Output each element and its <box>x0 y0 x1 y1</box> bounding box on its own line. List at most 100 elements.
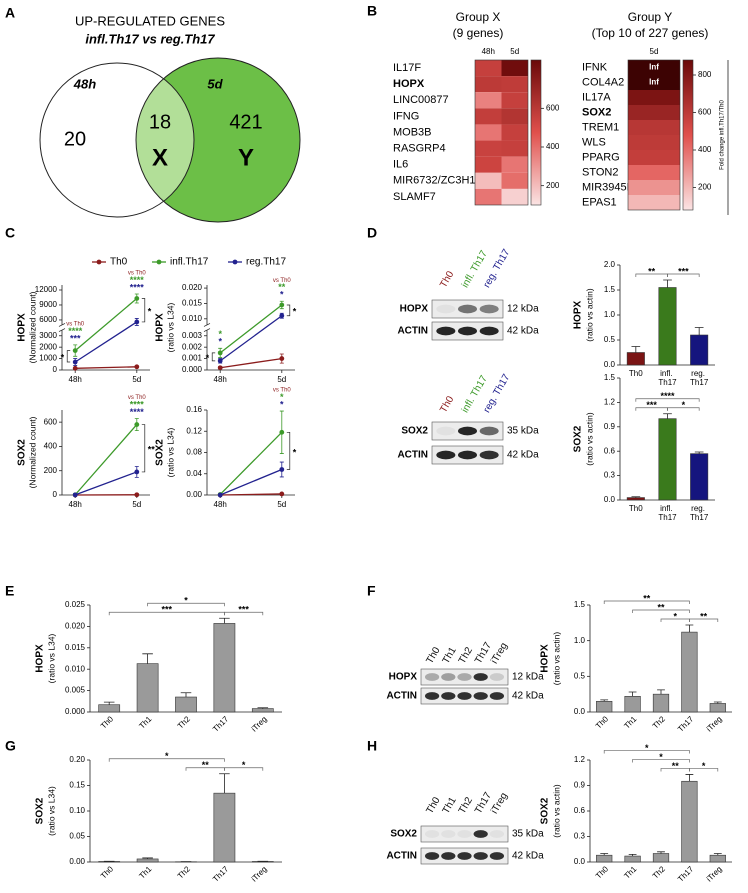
blot-band <box>457 852 472 860</box>
blot-band <box>457 673 472 681</box>
venn-region-label: Y <box>238 144 254 171</box>
significance-label: * <box>280 399 284 409</box>
x-tick-label: 5d <box>277 375 286 384</box>
error-bar <box>103 701 115 705</box>
x-tick-label: Th1 <box>137 714 154 731</box>
venn-set-label: 5d <box>207 76 223 91</box>
axis-break <box>58 328 66 332</box>
bar <box>596 854 613 863</box>
y-tick-label: 1.2 <box>604 398 616 407</box>
band-size: 12 kDa <box>512 672 544 683</box>
significance-label: * <box>293 307 297 317</box>
heatmap-cell <box>628 150 680 165</box>
x-tick-label: 5d <box>132 500 141 509</box>
data-point <box>134 492 140 498</box>
y-tick-label: 0.002 <box>182 342 203 351</box>
y-axis-sublabel: (ratio vs L34) <box>46 786 56 836</box>
band-name: SOX2 <box>401 426 428 437</box>
band-name: SOX2 <box>390 829 417 840</box>
significance-label: ** <box>648 266 656 276</box>
heatmap-cell <box>628 195 680 210</box>
x-tick-label: 48h <box>214 500 227 509</box>
venn-count: 18 <box>149 111 171 133</box>
heatmap-cell <box>475 140 502 157</box>
series-line <box>220 493 282 496</box>
band-name: ACTIN <box>397 326 428 337</box>
y-tick-label: 0.20 <box>69 755 85 764</box>
significance-label: **** <box>130 399 145 409</box>
y-tick-label: 600 <box>44 417 58 426</box>
blot-band <box>441 692 456 700</box>
row-label: WLS <box>582 136 606 148</box>
error-bar <box>685 624 694 633</box>
blot-band <box>457 450 478 460</box>
lane-label: Th1 <box>441 645 459 666</box>
colorbar <box>530 59 542 206</box>
y-tick-label: 3000 <box>39 331 57 340</box>
significance-label: * <box>206 353 210 363</box>
heatmap-subtitle: (9 genes) <box>453 26 504 40</box>
blot-band <box>479 450 499 460</box>
heatmap-cell <box>475 92 502 109</box>
heatmap-cell <box>628 180 680 195</box>
series-line <box>74 297 138 352</box>
data-point <box>279 302 285 308</box>
y-tick-label: 1.2 <box>574 755 586 764</box>
y-tick-label: 0.020 <box>182 283 203 292</box>
error-bar <box>142 653 153 664</box>
y-axis-label: HOPX <box>17 313 28 342</box>
data-point <box>134 364 140 370</box>
lane-label: Th0 <box>438 394 456 415</box>
row-label: IFNG <box>393 110 419 122</box>
heatmap-cell <box>501 124 528 141</box>
significance-label: vs Th0 <box>66 321 85 327</box>
y-axis-label: SOX2 <box>540 797 551 824</box>
series-line <box>219 468 283 496</box>
bar <box>652 693 670 713</box>
y-tick-label: 0.9 <box>574 781 586 790</box>
x-tick-label: Th1 <box>137 864 154 881</box>
data-point <box>279 467 285 472</box>
heatmap-cell <box>501 140 528 157</box>
panel-letter: H <box>367 738 377 754</box>
bar <box>136 663 159 713</box>
x-tick-label: infl. Th17 <box>658 504 677 522</box>
colorbar-label: Fold change infl.Th17/Th0 <box>720 99 726 169</box>
significance-label: * <box>218 337 222 347</box>
heatmap-cell <box>501 108 528 125</box>
colorbar-tick-label: 400 <box>698 145 712 154</box>
significance-label: **** <box>130 275 145 285</box>
heatmap-cell <box>475 156 502 173</box>
y-axis-sublabel: (ratio vs L34) <box>165 428 175 478</box>
significance-bracket <box>224 767 264 771</box>
y-tick-label: 12000 <box>35 285 58 294</box>
bar <box>709 854 726 863</box>
row-label: TREM1 <box>582 121 619 133</box>
bar <box>658 418 677 501</box>
heatmap-cell <box>475 124 502 141</box>
error-bar <box>219 617 230 624</box>
blot-band <box>457 692 472 700</box>
data-point <box>217 492 223 498</box>
y-tick-label: 0.0 <box>604 360 616 369</box>
y-tick-label: 0.000 <box>65 707 86 716</box>
y-tick-label: 0.5 <box>574 671 586 680</box>
y-tick-label: 0.04 <box>186 469 202 478</box>
lane-label: iTreg <box>489 641 510 666</box>
bar <box>709 703 726 713</box>
blot-band <box>473 830 488 838</box>
band-name: ACTIN <box>397 450 428 461</box>
panel-letter: G <box>5 738 16 754</box>
data-point <box>72 348 78 353</box>
x-tick-label: 48h <box>69 375 82 384</box>
significance-label: * <box>673 611 677 621</box>
cell-label: Inf <box>649 78 659 87</box>
bar <box>681 631 698 713</box>
significance-bracket <box>286 431 291 470</box>
significance-label: * <box>659 752 663 762</box>
x-tick-label: 5d <box>277 500 286 509</box>
y-tick-label: 0.08 <box>186 448 202 457</box>
blot-band <box>473 852 488 860</box>
significance-label: * <box>645 743 649 753</box>
y-tick-label: 400 <box>44 442 58 451</box>
